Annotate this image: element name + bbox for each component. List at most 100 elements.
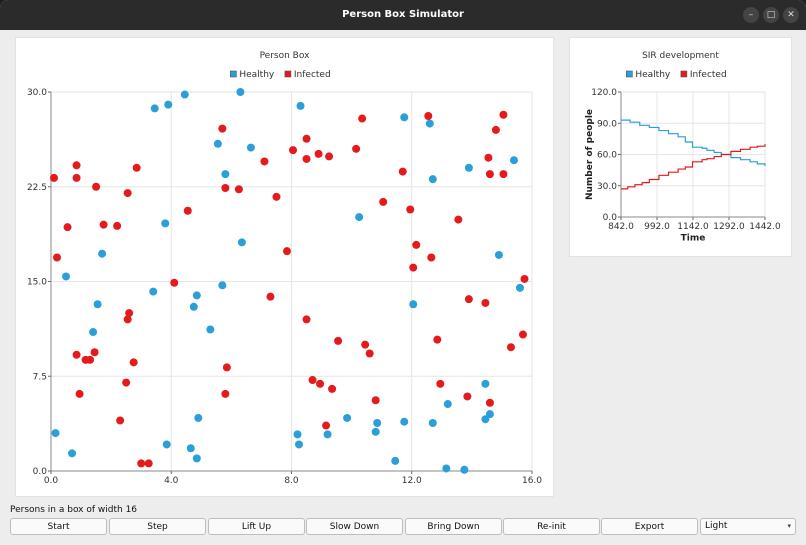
box-point-infected: [358, 114, 367, 123]
box-point-healthy: [428, 418, 437, 427]
box-point-infected: [464, 295, 473, 304]
step-button[interactable]: Step: [109, 518, 206, 535]
maximize-button[interactable]: □: [763, 7, 779, 23]
box-point-infected: [365, 349, 374, 358]
box-title: Person Box: [260, 51, 311, 61]
box-point-infected: [86, 355, 95, 364]
box-point-infected: [520, 274, 529, 283]
box-point-healthy: [89, 328, 98, 337]
box-point-infected: [72, 173, 81, 182]
export-button[interactable]: Export: [601, 518, 698, 535]
sir-line-infected: [621, 144, 766, 190]
box-point-infected: [99, 220, 108, 229]
box-width-caption: Persons in a box of width 16: [10, 505, 138, 515]
box-point-infected: [518, 330, 527, 339]
box-point-infected: [132, 163, 141, 172]
box-point-healthy: [371, 427, 380, 436]
box-point-healthy: [485, 410, 494, 419]
box-point-infected: [113, 221, 122, 230]
box-x-tick-label: 16.0: [522, 476, 542, 486]
title-bar: Person Box Simulator – □ ✕: [0, 0, 806, 30]
theme-select-value: Light: [705, 521, 728, 531]
bring-down-button[interactable]: Bring Down: [405, 518, 502, 535]
sir-x-tick-label: 842.0: [608, 222, 634, 232]
box-point-healthy: [236, 88, 245, 96]
chevron-down-icon: ▾: [787, 522, 791, 530]
sir-legend-label-healthy: Healthy: [635, 70, 671, 80]
box-point-healthy: [164, 100, 173, 109]
box-point-infected: [123, 189, 132, 198]
box-point-healthy: [391, 456, 400, 465]
box-point-healthy: [51, 429, 60, 438]
box-legend-swatch-healthy: [230, 70, 237, 78]
close-button[interactable]: ✕: [783, 7, 799, 23]
box-point-healthy: [162, 440, 171, 449]
box-point-infected: [302, 315, 311, 324]
box-point-infected: [412, 240, 421, 249]
start-button[interactable]: Start: [10, 518, 107, 535]
box-point-healthy: [237, 238, 246, 247]
sir-panel: SIR development Healthy Infected 842.0 992.0…: [569, 37, 792, 257]
box-point-infected: [116, 416, 125, 425]
box-point-healthy: [218, 281, 227, 290]
re-init-button[interactable]: Re-init: [503, 518, 600, 535]
box-point-infected: [308, 376, 317, 385]
person-box-panel: Person Box Healthy Infected 0.0 4.0 8.0 12.0 16…: [15, 37, 554, 497]
box-point-infected: [122, 378, 131, 387]
sir-x-tick-label: 1142.0: [677, 222, 709, 232]
box-point-healthy: [295, 440, 304, 449]
box-point-infected: [221, 184, 230, 193]
box-point-infected: [137, 459, 146, 468]
sir-y-tick-label: 120.0: [591, 88, 617, 98]
box-point-healthy: [192, 291, 201, 300]
sir-legend-swatch-infected: [680, 70, 688, 78]
box-point-healthy: [373, 418, 382, 427]
box-point-healthy: [409, 300, 418, 309]
box-point-healthy: [323, 430, 332, 439]
minimize-button[interactable]: –: [743, 7, 759, 23]
box-point-infected: [90, 348, 99, 357]
box-point-healthy: [425, 119, 434, 128]
box-point-healthy: [481, 379, 490, 388]
slow-down-button[interactable]: Slow Down: [306, 518, 403, 535]
box-point-infected: [72, 161, 81, 170]
box-point-infected: [352, 144, 361, 153]
box-point-infected: [123, 315, 132, 324]
box-point-healthy: [206, 325, 215, 334]
box-point-infected: [314, 149, 323, 158]
sir-y-axis-label: Number of people: [585, 109, 595, 200]
box-legend-swatch-infected: [284, 70, 292, 78]
sir-legend-swatch-healthy: [626, 70, 633, 78]
box-point-healthy: [343, 413, 352, 422]
box-point-infected: [170, 278, 179, 287]
box-point-infected: [424, 112, 433, 121]
box-y-tick-label: 22.5: [27, 183, 47, 193]
box-point-infected: [316, 379, 325, 388]
box-point-infected: [72, 350, 81, 359]
theme-select[interactable]: Light ▾: [700, 518, 796, 535]
sir-y-tick-label: 0.0: [603, 213, 618, 223]
box-point-infected: [63, 223, 72, 232]
box-x-tick-label: 12.0: [402, 476, 422, 486]
box-point-healthy: [400, 113, 409, 122]
box-point-healthy: [213, 139, 222, 148]
lift-up-button[interactable]: Lift Up: [208, 518, 305, 535]
box-point-healthy: [428, 175, 437, 184]
box-point-healthy: [149, 287, 158, 296]
box-point-infected: [491, 125, 500, 134]
box-point-infected: [53, 253, 62, 262]
box-point-healthy: [293, 430, 302, 439]
box-point-infected: [481, 298, 490, 307]
box-point-healthy: [494, 250, 503, 259]
sir-legend-label-infected: Infected: [690, 70, 727, 80]
box-point-healthy: [460, 465, 469, 474]
box-point-infected: [463, 392, 472, 401]
box-point-healthy: [246, 143, 255, 152]
box-y-tick-label: 7.5: [33, 372, 47, 382]
box-point-infected: [506, 343, 515, 352]
box-point-infected: [371, 396, 380, 405]
box-point-infected: [328, 384, 337, 393]
box-point-healthy: [192, 454, 201, 463]
box-point-infected: [302, 154, 311, 163]
